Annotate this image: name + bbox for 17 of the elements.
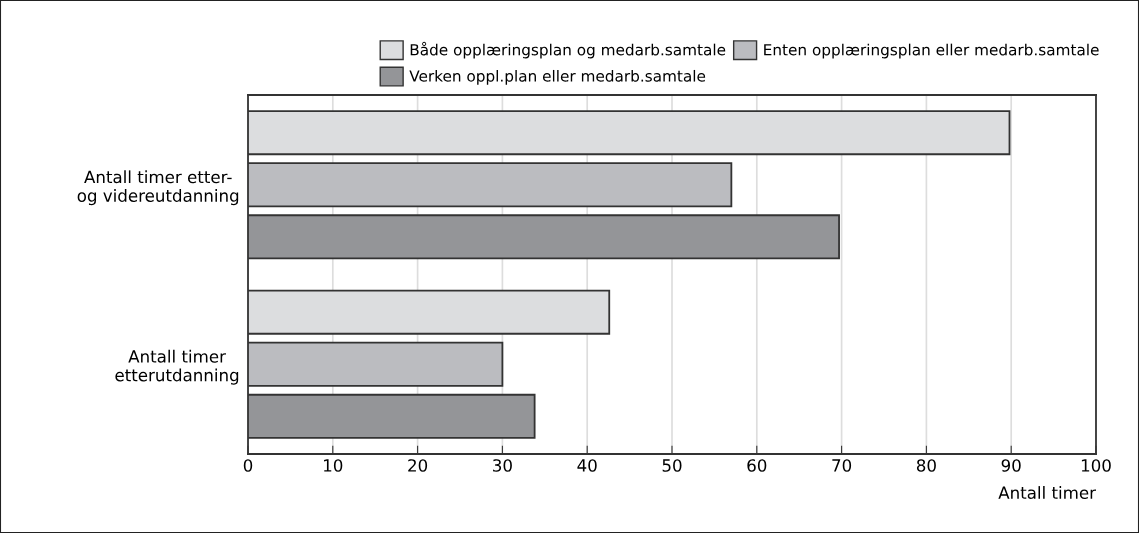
legend-label: Enten opplæringsplan eller medarb.samtale xyxy=(764,43,1099,59)
x-tick-label: 70 xyxy=(832,459,852,472)
y-tick-label: Antall timer etterutdanning xyxy=(115,349,239,385)
legend-label: Både opplæringsplan og medarb.samtale xyxy=(410,41,726,59)
x-tick-label: 40 xyxy=(577,459,597,472)
x-tick-label: 0 xyxy=(243,459,253,472)
x-tick-label: 100 xyxy=(1081,459,1111,472)
x-axis-title: Antall timer xyxy=(998,486,1096,499)
x-tick-label: 50 xyxy=(662,459,682,472)
legend-label: Verken oppl.plan eller medarb.samtale xyxy=(409,69,706,85)
x-tick-label: 90 xyxy=(1001,459,1021,472)
x-tick-label: 10 xyxy=(324,459,343,472)
x-tick-label: 80 xyxy=(916,459,936,472)
x-tick-label: 60 xyxy=(747,459,767,472)
y-tick-label: Antall timer etter- og videreutdanning xyxy=(77,170,239,206)
x-tick-label: 30 xyxy=(493,459,512,472)
x-tick-label: 20 xyxy=(408,459,428,472)
